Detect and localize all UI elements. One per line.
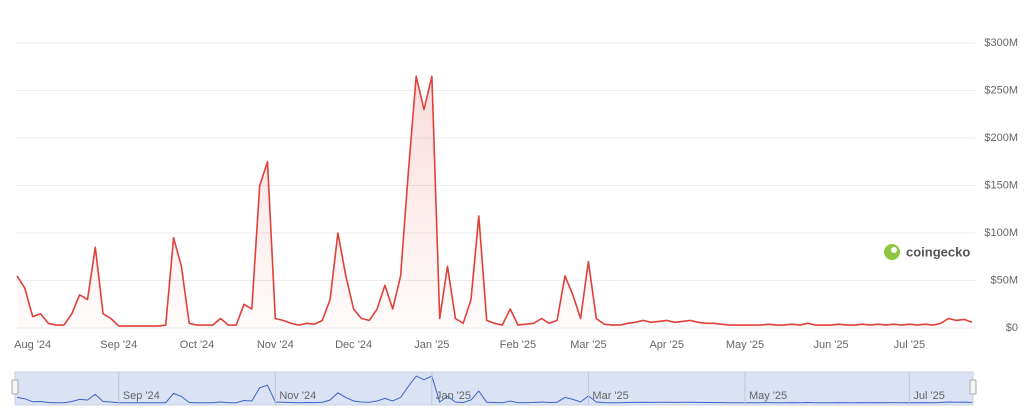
navigator-label: Sep '24 bbox=[123, 390, 160, 402]
area-fill bbox=[17, 76, 972, 328]
y-tick-label: $200M bbox=[984, 132, 1018, 144]
y-tick-label: $100M bbox=[984, 227, 1018, 239]
line bbox=[16, 75, 973, 327]
navigator-handle-left[interactable] bbox=[11, 379, 19, 395]
navigator-line bbox=[16, 375, 973, 404]
x-tick-label: Mar '25 bbox=[570, 339, 606, 351]
x-tick-label: Jul '25 bbox=[894, 339, 925, 351]
x-tick-label: Sep '24 bbox=[100, 339, 137, 351]
x-tick-label: Jun '25 bbox=[814, 339, 849, 351]
navigator-label: Jul '25 bbox=[913, 390, 944, 402]
x-tick-label: Dec '24 bbox=[335, 339, 372, 351]
x-tick-label: May '25 bbox=[726, 339, 764, 351]
x-tick-label: Aug '24 bbox=[14, 339, 51, 351]
watermark: coingecko bbox=[906, 244, 970, 259]
x-tick-label: Apr '25 bbox=[649, 339, 684, 351]
y-tick-label: $0 bbox=[1006, 322, 1018, 334]
watermark-logo-eye bbox=[891, 247, 897, 253]
x-tick-label: Feb '25 bbox=[500, 339, 536, 351]
x-tick-label: Oct '24 bbox=[180, 339, 215, 351]
x-tick-label: Jan '25 bbox=[414, 339, 449, 351]
navigator-handle-right[interactable] bbox=[969, 379, 977, 395]
y-tick-label: $50M bbox=[990, 274, 1018, 286]
y-tick-label: $300M bbox=[984, 37, 1018, 49]
navigator-label: Jan '25 bbox=[436, 390, 471, 402]
navigator-label: May '25 bbox=[749, 390, 787, 402]
navigator-label: Mar '25 bbox=[592, 390, 628, 402]
navigator-label: Nov '24 bbox=[279, 390, 316, 402]
y-tick-label: $150M bbox=[984, 179, 1018, 191]
x-tick-label: Nov '24 bbox=[257, 339, 294, 351]
y-tick-label: $250M bbox=[984, 84, 1018, 96]
